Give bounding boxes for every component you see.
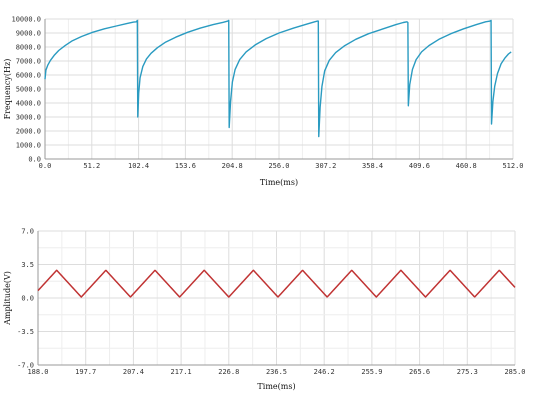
x-tick-label: 265.6 bbox=[409, 368, 430, 376]
y-tick-label: 9000.0 bbox=[16, 30, 41, 38]
x-tick-label: 197.7 bbox=[75, 368, 96, 376]
y-tick-label: 0.0 bbox=[21, 295, 34, 303]
x-tick-label: 51.2 bbox=[83, 162, 100, 170]
frequency-series-line bbox=[44, 19, 512, 138]
y-tick-label: 5000.0 bbox=[16, 86, 41, 94]
amplitude-chart: 188.0 197.7 207.4 217.1 226.8 236.5 246.2 255.9… bbox=[3, 228, 526, 392]
frequency-chart: 0.0 51.2 102.4 153.6 204.8 256.0 307.2 358.4 409… bbox=[3, 16, 524, 188]
x-tick-label: 460.8 bbox=[456, 162, 477, 170]
x-tick-label: 102.4 bbox=[128, 162, 149, 170]
y-tick-label: 3000.0 bbox=[16, 114, 41, 122]
y-tick-label: 7.0 bbox=[21, 228, 34, 236]
x-tick-label: 256.0 bbox=[268, 162, 289, 170]
x-tick-label: 285.0 bbox=[504, 368, 525, 376]
y-tick-label: 3.5 bbox=[21, 261, 34, 269]
y-tick-label: 0.0 bbox=[28, 156, 41, 164]
y-tick-label: -7.0 bbox=[17, 362, 34, 370]
y-axis-label: Frequency(Hz) bbox=[3, 59, 12, 120]
y-tick-label: 7000.0 bbox=[16, 58, 41, 66]
x-tick-label: 246.2 bbox=[314, 368, 335, 376]
x-tick-label: 0.0 bbox=[39, 162, 52, 170]
x-tick-label: 236.5 bbox=[266, 368, 287, 376]
x-axis-label: Time(ms) bbox=[257, 382, 295, 391]
y-tick-label: 6000.0 bbox=[16, 72, 41, 80]
x-tick-label: 204.8 bbox=[222, 162, 243, 170]
x-tick-label: 358.4 bbox=[362, 162, 383, 170]
y-tick-label: 8000.0 bbox=[16, 44, 41, 52]
x-tick-label: 307.2 bbox=[315, 162, 336, 170]
x-tick-label: 275.3 bbox=[457, 368, 478, 376]
x-tick-label: 255.9 bbox=[361, 368, 382, 376]
x-tick-label: 226.8 bbox=[218, 368, 239, 376]
x-tick-label: 217.1 bbox=[171, 368, 192, 376]
y-tick-label: -3.5 bbox=[17, 328, 34, 336]
y-axis-label: Amplitude(V) bbox=[3, 271, 12, 326]
x-tick-label: 188.0 bbox=[27, 368, 48, 376]
y-tick-label: 2000.0 bbox=[16, 128, 41, 136]
y-tick-label: 1000.0 bbox=[16, 142, 41, 150]
x-tick-label: 153.6 bbox=[175, 162, 196, 170]
x-tick-label: 207.4 bbox=[123, 368, 144, 376]
x-tick-label: 512.0 bbox=[502, 162, 523, 170]
x-axis-label: Time(ms) bbox=[260, 178, 298, 187]
y-tick-label: 4000.0 bbox=[16, 100, 41, 108]
x-tick-label: 409.6 bbox=[409, 162, 430, 170]
amplitude-series-line bbox=[37, 269, 516, 298]
y-tick-label: 10000.0 bbox=[11, 16, 41, 24]
